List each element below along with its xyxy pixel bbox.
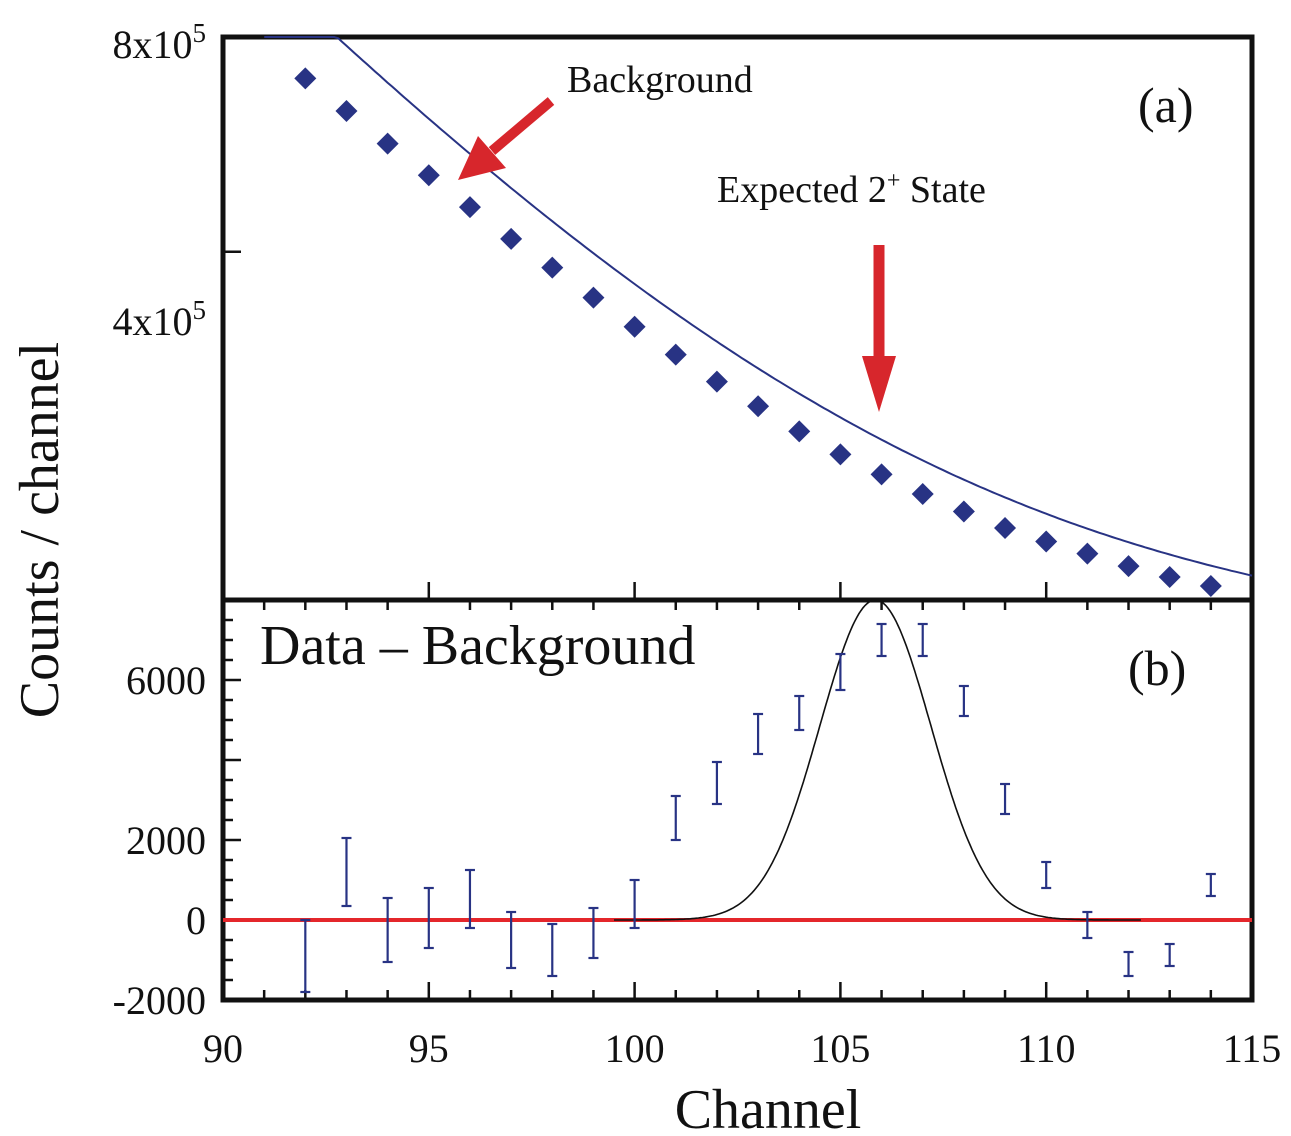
errorbar [1164,942,1175,968]
x-tick-label: 115 [1223,1026,1282,1071]
fit-curve [264,36,1253,577]
errorbar [711,760,722,806]
data-point [294,67,317,90]
panel-a-ytick-label: 4x105 [113,295,207,344]
data-point [1158,566,1181,589]
data-point [870,463,893,486]
x-tick-label: 100 [605,1026,665,1071]
data-point [1117,555,1140,578]
y-tick-label: 2000 [126,818,206,863]
data-point [747,395,770,418]
errorbar [547,922,558,978]
panel-a-label: (a) [1138,77,1194,133]
data-point [911,483,934,506]
errorbar [753,712,764,756]
data-point [417,164,440,187]
x-axis-label: Channel [675,1079,862,1136]
errorbar [958,684,969,718]
panel-a-ytick-label: 8x105 [113,18,207,67]
x-tick-label: 90 [203,1026,243,1071]
x-tick-label: 105 [810,1026,870,1071]
y-axis-label: Counts / channel [9,342,71,718]
panel-a-frame [220,34,1255,603]
data-point [623,315,646,338]
x-tick-labels: 90 95 100 105 110 115 [203,1026,1281,1071]
errorbar [300,918,311,994]
data-point [994,517,1017,540]
errorbar [835,652,846,692]
data-point [541,256,564,279]
data-point [1035,530,1058,553]
errorbar [341,836,352,908]
panel-b-title: Data – Background [260,615,695,677]
panel-b-label: (b) [1128,640,1186,696]
annotation-expected-state: Expected 2+ State [717,168,986,211]
x-tick-label: 110 [1017,1026,1076,1071]
data-point [705,370,728,393]
errorbar [1082,910,1093,940]
data-point [1076,542,1099,565]
errorbar [794,694,805,732]
data-point [664,343,687,366]
panel-a-fit-curve [264,36,1253,577]
errorbar [506,910,517,970]
errorbar [588,906,599,960]
errorbar [1000,782,1011,816]
arrow-expected-state [862,245,896,412]
panel-b-errorbars [300,622,1216,994]
y-tick-label: -2000 [113,978,206,1023]
errorbar [423,886,434,950]
data-point [582,286,605,309]
errorbar [382,896,393,964]
gaussian-fit [614,599,1141,921]
data-point [335,100,358,123]
errorbar [917,622,928,658]
data-point [788,420,811,443]
annotation-background: Background [567,59,753,101]
panel-b-y-tick-labels: 6000 2000 0 -2000 [113,658,206,1023]
errorbar [1041,860,1052,890]
x-tick-label: 95 [409,1026,449,1071]
data-point [1199,575,1222,598]
data-point [500,227,523,250]
arrow-background [458,97,555,180]
errorbar [1123,950,1134,978]
y-tick-label: 6000 [126,658,206,703]
errorbar [670,794,681,842]
errorbar [464,868,475,930]
data-point [458,196,481,219]
errorbar [876,622,887,658]
errorbar [629,878,640,930]
panel-a-markers [294,67,1222,598]
panel-b-gaussian-fit [614,599,1141,921]
errorbar [1205,872,1216,898]
panel-a-ticks [221,35,1254,600]
data-point [829,443,852,466]
data-point [376,132,399,155]
y-tick-label: 0 [186,898,206,943]
data-point [952,500,975,523]
